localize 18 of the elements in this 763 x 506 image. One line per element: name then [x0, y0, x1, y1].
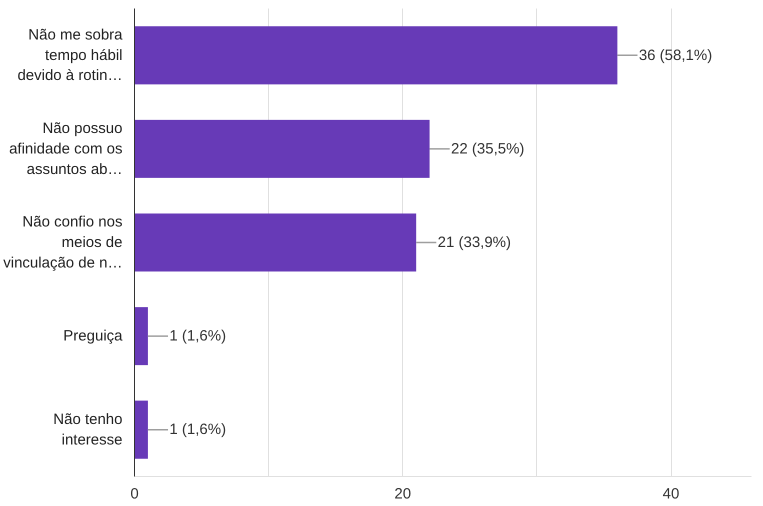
- y-tick-label: Não tenho interesse: [53, 411, 123, 448]
- bar: [134, 120, 430, 178]
- data-label: 1 (1,6%): [169, 421, 226, 438]
- bar: [134, 213, 416, 272]
- y-tick-label: Não possuo afinidade com os assuntos ab…: [9, 120, 123, 178]
- bar: [134, 307, 148, 366]
- x-tick-label: 0: [130, 486, 139, 502]
- y-tick-label: Não me sobra tempo hábil devido à rotin…: [17, 26, 124, 84]
- data-label: 21 (33,9%): [438, 234, 512, 251]
- data-label: 36 (58,1%): [638, 46, 712, 64]
- x-tick-label: 20: [394, 486, 412, 502]
- y-tick-label: Preguiça: [63, 328, 124, 345]
- data-label: 22 (35,5%): [451, 140, 524, 158]
- y-tick-label: Não confio nos meios de vinculação de n…: [3, 214, 123, 272]
- bar: [134, 400, 148, 459]
- data-label: 1 (1,6%): [169, 328, 226, 345]
- bar: [134, 26, 618, 84]
- x-tick-label: 40: [662, 486, 680, 502]
